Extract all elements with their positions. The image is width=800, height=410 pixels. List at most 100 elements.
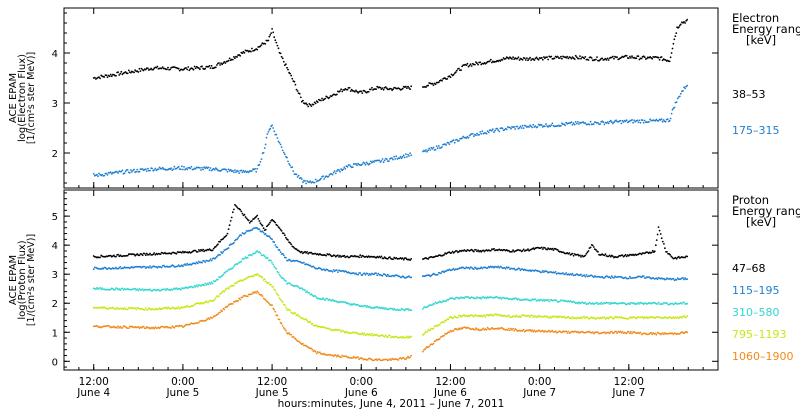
proton-series-4-point — [448, 331, 451, 334]
electron-series-1-point — [678, 95, 681, 98]
electron-series-0-point — [210, 65, 213, 67]
electron-series-1-point — [279, 143, 282, 146]
electron-series-1-point — [214, 167, 217, 170]
proton-series-2-point — [366, 305, 369, 307]
proton-series-4-point — [686, 331, 689, 334]
proton-series-4-point — [631, 332, 633, 335]
proton-series-1-point — [273, 241, 276, 244]
electron-series-1-point — [233, 171, 235, 174]
proton-series-3-point — [214, 297, 217, 299]
electron-series-1-point — [405, 153, 407, 156]
x-axis-label: hours:minutes, June 4, 2011 – June 7, 20… — [278, 398, 505, 410]
proton-series-0-point — [256, 214, 259, 217]
proton-series-3-point — [480, 314, 483, 317]
proton-series-2-point — [534, 298, 537, 301]
proton-series-1-point — [468, 267, 471, 270]
proton-series-1-point — [162, 264, 165, 267]
proton-series-0-point — [194, 249, 197, 252]
proton-series-3-point — [631, 317, 633, 319]
proton-series-1-point — [656, 278, 659, 281]
proton-series-2-point — [262, 254, 265, 256]
proton-series-2-point — [258, 251, 261, 253]
electron-series-0-point — [501, 59, 504, 61]
proton-series-4-point — [298, 341, 301, 343]
electron-series-0-point — [223, 61, 226, 63]
electron-series-0-point — [110, 75, 113, 78]
proton-series-3-point — [384, 334, 387, 337]
proton-series-2-point — [116, 287, 118, 290]
electron-series-1-point — [575, 122, 578, 125]
proton-series-4-point — [671, 332, 674, 334]
proton-series-1-point — [271, 238, 273, 241]
electron-series-0-point — [192, 68, 195, 71]
proton-series-2-point — [637, 301, 640, 304]
electron-series-1-point — [147, 167, 149, 170]
proton-series-2-point — [273, 265, 276, 268]
proton-series-1-point — [222, 251, 225, 253]
proton-series-0-point — [625, 255, 628, 258]
proton-series-3-point — [408, 335, 410, 338]
electron-series-1-point — [371, 161, 373, 164]
proton-series-2-point — [500, 298, 503, 300]
proton-series-1-point — [201, 261, 203, 264]
proton-series-1-point — [269, 236, 271, 239]
proton-series-0-point — [138, 254, 141, 257]
proton-series-0-point — [279, 228, 282, 231]
electron-series-1-point — [431, 147, 434, 150]
electron-series-1-point — [144, 168, 147, 171]
proton-series-4-point — [217, 313, 219, 316]
proton-series-0-point — [359, 254, 362, 257]
electron-series-1-point — [398, 157, 401, 160]
electron-series-1-point — [662, 119, 665, 121]
electron-series-1-point — [291, 166, 294, 169]
proton-series-2-point — [629, 303, 631, 306]
proton-series-2-point — [577, 302, 579, 305]
proton-series-0-point — [674, 256, 677, 259]
proton-series-4-point — [361, 357, 364, 360]
proton-series-3-point — [278, 297, 281, 300]
proton-series-0-point — [595, 248, 597, 251]
electron-series-1-point — [574, 121, 577, 123]
proton-series-3-point — [361, 332, 364, 335]
proton-series-2-point — [119, 289, 122, 291]
proton-series-3-point — [548, 316, 551, 319]
electron-series-0-point — [460, 69, 462, 71]
proton-series-2-point — [141, 288, 144, 290]
proton-series-2-point — [607, 301, 610, 304]
proton-series-2-point — [393, 307, 396, 310]
electron-series-1-point — [201, 166, 203, 169]
proton-series-2-point — [516, 298, 519, 301]
proton-series-2-point — [256, 250, 259, 252]
electron-series-1-point — [361, 163, 364, 166]
electron-series-1-point — [624, 120, 627, 123]
electron-series-1-point — [437, 145, 440, 147]
electron-series-1-point — [686, 84, 689, 87]
electron-series-0-point — [646, 57, 648, 60]
proton-series-0-point — [477, 249, 479, 252]
proton-series-0-point — [571, 252, 574, 255]
proton-series-2-point — [231, 267, 234, 269]
proton-series-4-point — [610, 330, 613, 333]
proton-ytick-label: 5 — [52, 212, 58, 223]
proton-series-1-point — [233, 241, 235, 244]
proton-series-0-point — [526, 249, 528, 252]
proton-series-0-point — [287, 239, 289, 241]
proton-series-0-point — [229, 220, 232, 222]
proton-series-1-point — [440, 272, 442, 275]
electron-series-1-point — [103, 174, 106, 177]
electron-series-0-point — [408, 87, 410, 89]
proton-series-1-point — [149, 265, 151, 268]
electron-series-0-point — [256, 48, 259, 51]
electron-series-1-point — [402, 154, 405, 157]
proton-series-0-point — [175, 252, 178, 255]
electron-series-1-point — [320, 177, 322, 180]
proton-series-2-point — [208, 281, 211, 284]
proton-series-4-point — [171, 325, 174, 328]
electron-series-0-point — [124, 71, 127, 73]
electron-series-1-point — [260, 158, 263, 161]
proton-series-0-point — [231, 211, 234, 214]
proton-series-4-point — [651, 333, 654, 336]
proton-series-3-point — [424, 331, 426, 334]
proton-series-0-point — [268, 223, 270, 226]
electron-series-0-point — [579, 55, 581, 57]
